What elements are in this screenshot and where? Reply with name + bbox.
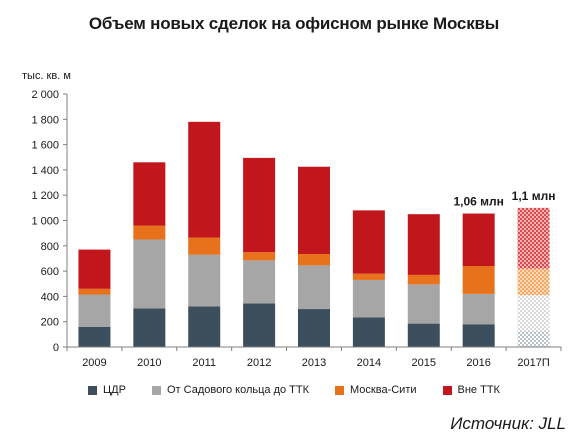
legend-swatch bbox=[335, 385, 345, 395]
legend-label: От Садового кольца до ТТК bbox=[166, 384, 310, 396]
bar-2012-series-1 bbox=[243, 260, 276, 304]
bar-2016-series-1 bbox=[462, 293, 495, 325]
x-tick-label: 2011 bbox=[192, 357, 216, 369]
x-tick-label: 2016 bbox=[466, 357, 490, 369]
chart-title: Объем новых сделок на офисном рынке Моск… bbox=[88, 14, 500, 33]
bar-2015-series-3 bbox=[407, 214, 440, 275]
legend-item-1: От Садового кольца до ТТК bbox=[151, 384, 310, 396]
y-tick-label: 800 bbox=[41, 241, 59, 253]
x-tick-label: 2015 bbox=[412, 357, 436, 369]
bar-2017п-series-2 bbox=[517, 268, 550, 296]
bar-2017п-series-3 bbox=[517, 207, 550, 269]
legend-item-0: ЦДР bbox=[88, 384, 126, 396]
y-tick-label: 600 bbox=[41, 266, 59, 278]
bar-2015-series-0 bbox=[407, 323, 440, 347]
bar-2010-series-3 bbox=[133, 162, 166, 226]
legend-swatch bbox=[442, 385, 452, 395]
bar-2016-series-0 bbox=[462, 324, 495, 347]
bar-2014-series-1 bbox=[352, 279, 385, 318]
legend-item-2: Москва-Сити bbox=[335, 384, 417, 396]
bar-2011-series-3 bbox=[188, 121, 221, 238]
legend-label: Москва-Сити bbox=[350, 384, 417, 396]
bars-layer bbox=[78, 121, 550, 347]
bar-2014-series-3 bbox=[352, 210, 385, 274]
y-tick-label: 0 bbox=[53, 342, 59, 354]
x-tick-label: 2014 bbox=[357, 357, 381, 369]
x-tick-label: 2017П bbox=[517, 357, 549, 369]
bar-2017п-series-1 bbox=[517, 295, 550, 332]
bar-2011-series-2 bbox=[188, 237, 221, 255]
y-axis-label: тыс. кв. м bbox=[22, 70, 71, 82]
x-tick-label: 2013 bbox=[302, 357, 326, 369]
bar-2016-series-3 bbox=[462, 213, 495, 267]
legend-swatch bbox=[88, 385, 98, 395]
bar-2014-series-0 bbox=[352, 317, 385, 347]
bar-2016-series-2 bbox=[462, 266, 495, 294]
bar-2009-series-0 bbox=[78, 326, 111, 347]
bar-2017п-series-0 bbox=[517, 331, 550, 347]
bar-2009-series-3 bbox=[78, 249, 111, 289]
bar-2009-series-2 bbox=[78, 288, 111, 295]
bar-2013-series-2 bbox=[298, 254, 330, 266]
bar-2013-series-0 bbox=[298, 309, 330, 347]
y-tick-label: 1 200 bbox=[31, 190, 59, 202]
y-tick-label: 400 bbox=[41, 291, 59, 303]
y-tick-label: 1 800 bbox=[31, 114, 59, 126]
bar-2012-series-0 bbox=[243, 303, 276, 347]
bar-2013-series-1 bbox=[298, 265, 330, 310]
legend-label: Вне ТТК bbox=[457, 384, 500, 396]
bar-2010-series-1 bbox=[133, 239, 166, 309]
bar-2011-series-1 bbox=[188, 254, 221, 307]
bar-2010-series-0 bbox=[133, 308, 166, 347]
y-tick-label: 200 bbox=[41, 317, 59, 329]
total-annotation: 1,06 млн bbox=[453, 195, 503, 209]
legend-swatch bbox=[151, 385, 161, 395]
x-tick-label: 2009 bbox=[82, 357, 106, 369]
y-tick-label: 1 000 bbox=[31, 216, 59, 228]
bar-2009-series-1 bbox=[78, 294, 111, 327]
y-tick-label: 1 400 bbox=[31, 165, 59, 177]
y-tick-label: 1 600 bbox=[31, 140, 59, 152]
bar-2015-series-2 bbox=[407, 274, 440, 285]
total-annotation: 1,1 млн bbox=[512, 189, 556, 203]
bar-2012-series-3 bbox=[243, 157, 276, 253]
bar-2010-series-2 bbox=[133, 225, 166, 240]
bar-2012-series-2 bbox=[243, 252, 276, 261]
bar-2015-series-1 bbox=[407, 284, 440, 324]
legend-item-3: Вне ТТК bbox=[442, 384, 500, 396]
legend: ЦДР От Садового кольца до ТТК Москва-Сити В… bbox=[0, 384, 588, 396]
y-tick-label: 2 000 bbox=[31, 89, 59, 101]
labels-layer: 0 200 400 600 800 1 000 1 200 1 400 1 600 1 800 2 … bbox=[31, 89, 555, 369]
legend-label: ЦДР bbox=[103, 384, 126, 396]
x-tick-label: 2012 bbox=[247, 357, 271, 369]
source-note: Источник: JLL bbox=[450, 414, 566, 433]
x-tick-label: 2010 bbox=[137, 357, 161, 369]
bar-2014-series-2 bbox=[352, 273, 385, 280]
bar-2011-series-0 bbox=[188, 306, 221, 347]
axes-layer bbox=[63, 93, 562, 351]
bar-2013-series-3 bbox=[298, 166, 330, 255]
